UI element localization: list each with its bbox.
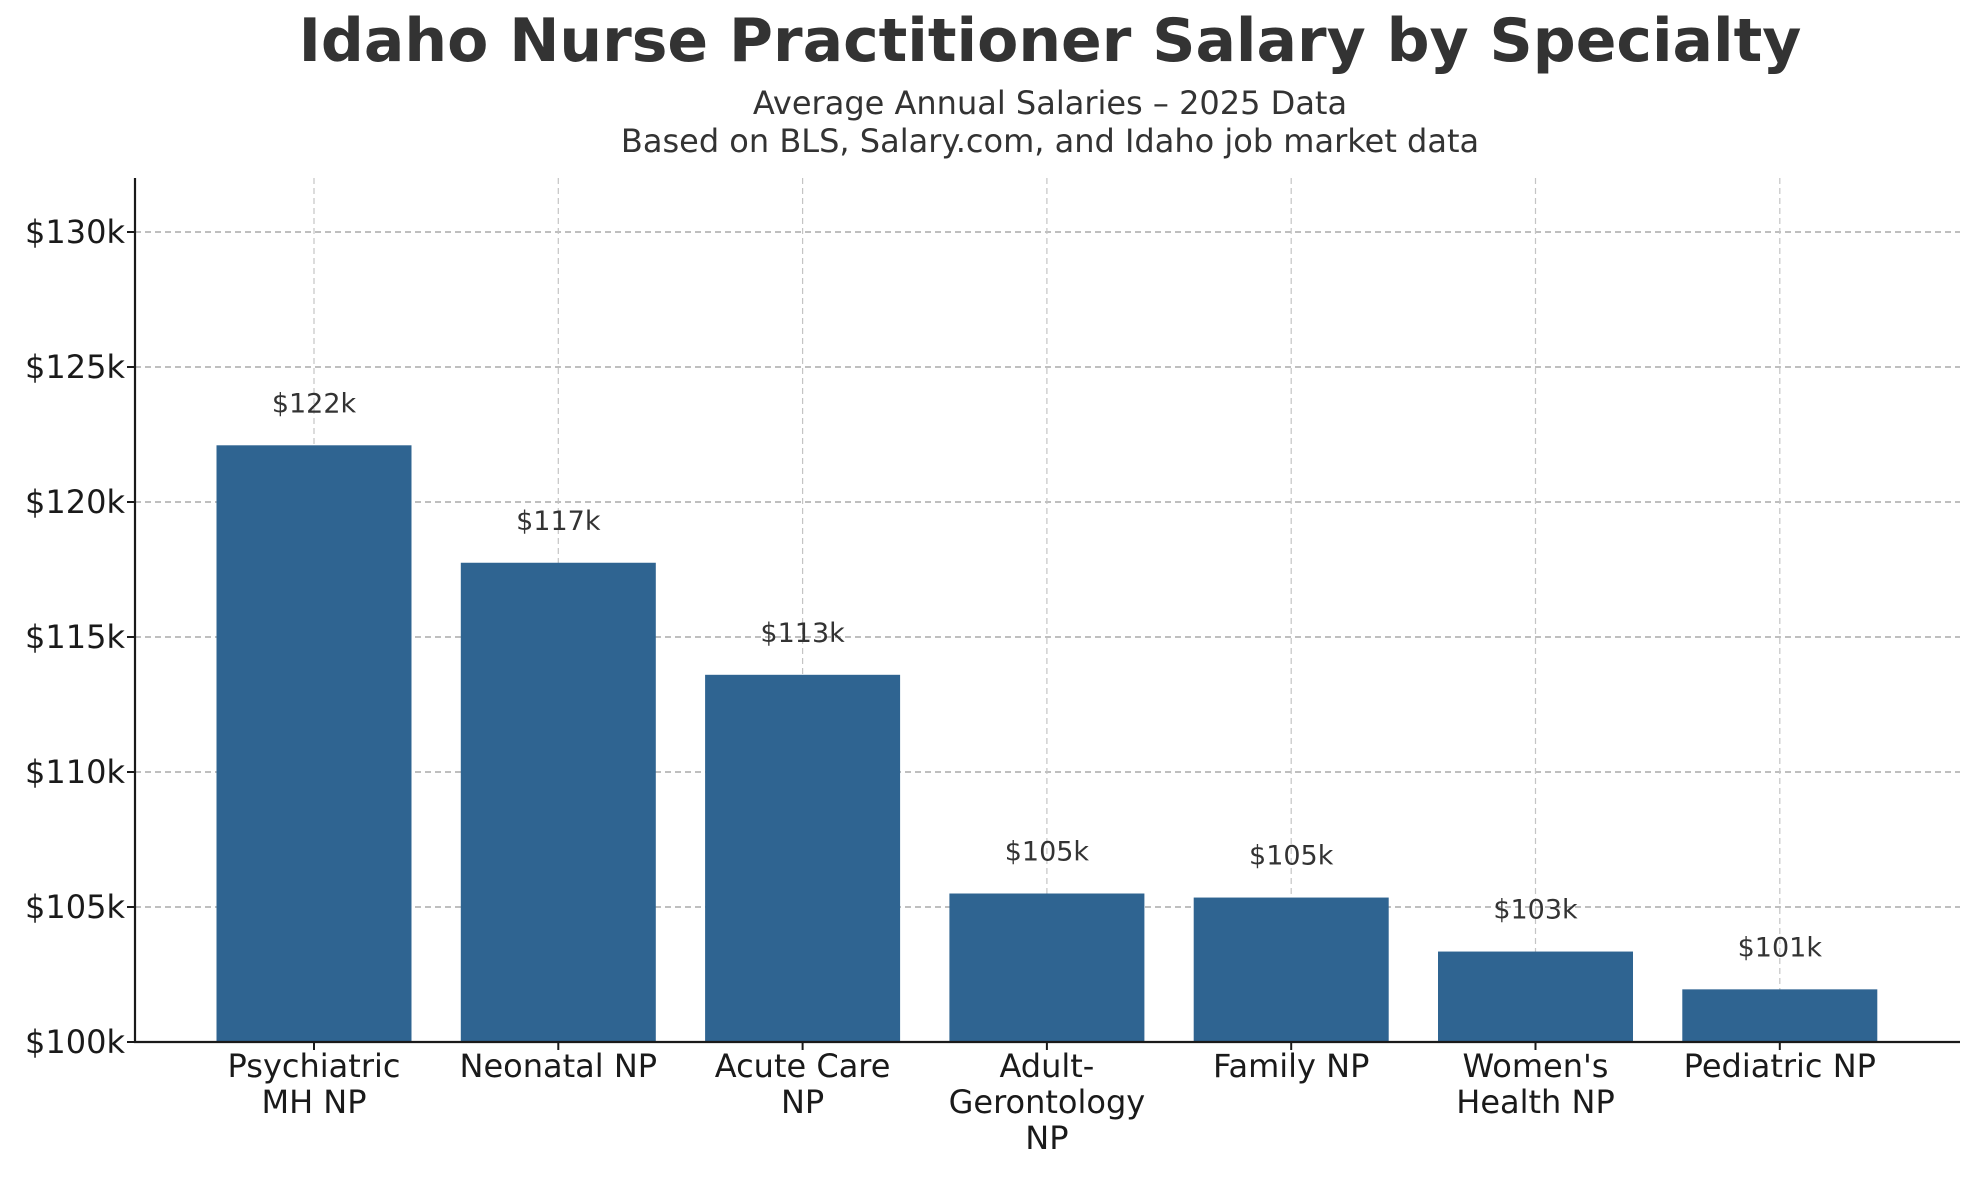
x-tick-label: Pediatric NP: [1684, 1047, 1876, 1085]
bar: [1193, 897, 1389, 1042]
x-tick-label-line: Family NP: [1213, 1047, 1369, 1085]
x-tick-label: Neonatal NP: [460, 1047, 658, 1085]
x-tick-label-line: Health NP: [1456, 1083, 1614, 1121]
y-tick-label: $120k: [25, 483, 125, 521]
x-tick-label-line: Women's: [1463, 1047, 1609, 1085]
y-tick-label: $125k: [25, 348, 125, 386]
bar-value-label: $105k: [1005, 837, 1090, 868]
x-tick-label-line: Neonatal NP: [460, 1047, 658, 1085]
x-tick-label-line: MH NP: [261, 1083, 366, 1121]
x-tick-label-line: Gerontology: [949, 1083, 1146, 1121]
x-tick-label-line: NP: [781, 1083, 824, 1121]
bar: [460, 562, 656, 1042]
x-tick-label-line: NP: [1025, 1119, 1068, 1157]
y-tick-label: $110k: [25, 753, 125, 791]
x-tick-label: Family NP: [1213, 1047, 1369, 1085]
bar-value-label: $113k: [760, 618, 845, 649]
x-tick-label-line: Acute Care: [715, 1047, 891, 1085]
bar-value-label: $101k: [1738, 932, 1823, 963]
bar: [216, 445, 412, 1042]
bar: [1438, 951, 1633, 1042]
x-tick-label: Acute Care NP: [715, 1047, 891, 1121]
x-tick-label: Women's Health NP: [1456, 1047, 1614, 1121]
chart-title: Idaho Nurse Practitioner Salary by Speci…: [298, 6, 1802, 76]
x-tick-label-line: Pediatric NP: [1684, 1047, 1876, 1085]
bar-value-label: $122k: [272, 388, 357, 419]
y-tick-label: $130k: [25, 213, 125, 251]
y-tick-label: $115k: [25, 618, 125, 656]
chart-subtitle-line-2: Based on BLS, Salary.com, and Idaho job …: [620, 122, 1480, 160]
bar: [1682, 989, 1878, 1042]
x-tick-label-line: Psychiatric: [228, 1047, 401, 1085]
x-tick-label-line: Adult-: [999, 1047, 1094, 1085]
y-tick-label: $105k: [25, 888, 125, 926]
x-tick-label: Psychiatric MH NP: [228, 1047, 401, 1121]
bar: [949, 893, 1145, 1042]
x-tick-label: Adult-Gerontology NP: [949, 1047, 1146, 1157]
bar-value-label: $103k: [1493, 895, 1578, 926]
bar-value-label: $105k: [1249, 841, 1334, 872]
bar-value-label: $117k: [516, 506, 601, 537]
y-tick-label: $100k: [25, 1023, 125, 1061]
chart-subtitle-line-1: Average Annual Salaries – 2025 Data: [752, 84, 1348, 122]
bar: [705, 674, 901, 1042]
